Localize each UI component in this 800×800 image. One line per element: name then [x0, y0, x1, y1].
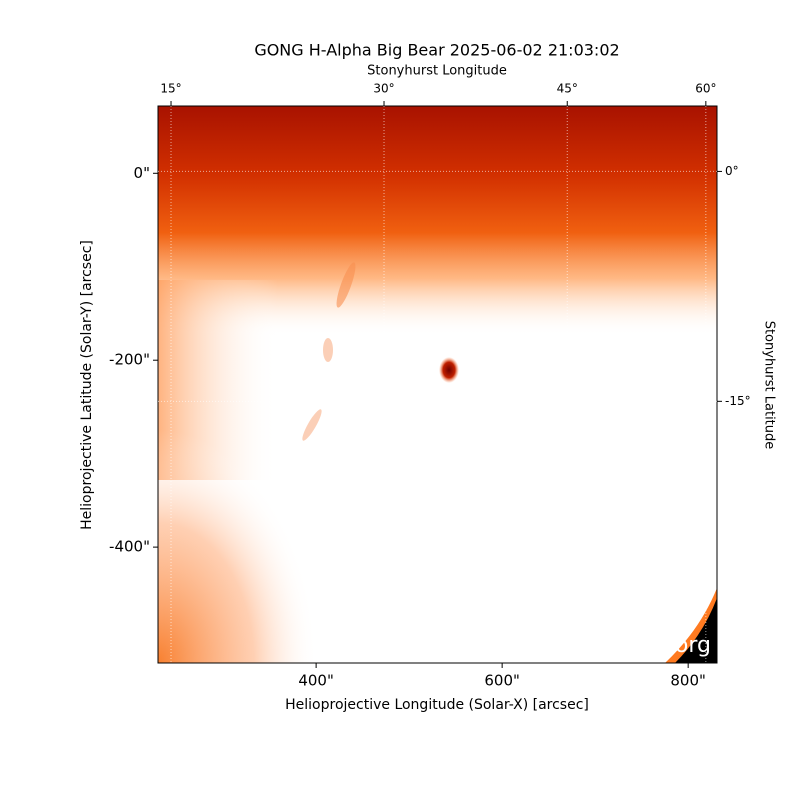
x2-tick-label: 15°: [160, 82, 181, 96]
x2-tick-label: 30°: [373, 82, 394, 96]
y-tick-label: -400": [109, 538, 150, 556]
chart-title: GONG H-Alpha Big Bear 2025-06-02 21:03:0…: [254, 41, 619, 60]
x2-tick-label: 45°: [557, 82, 578, 96]
x-tick-label: 800": [670, 672, 706, 690]
y2-tick-label: -15°: [725, 394, 751, 408]
y-axis-label: Helioprojective Latitude (Solar-Y) [arcs…: [79, 240, 95, 530]
x-tick-label: 600": [484, 672, 520, 690]
y2-tick-label: 0°: [725, 164, 739, 178]
x-axis-label: Helioprojective Longitude (Solar-X) [arc…: [285, 697, 589, 713]
x2-axis-label: Stonyhurst Longitude: [367, 64, 507, 79]
watermark: org: [675, 633, 711, 658]
y-tick-label: 0": [134, 164, 150, 182]
x2-tick-label: 60°: [695, 82, 716, 96]
plot-frame: [157, 105, 718, 664]
x-tick-label: 400": [298, 672, 334, 690]
y-tick-label: -200": [109, 351, 150, 369]
y2-axis-label: Stonyhurst Latitude: [762, 321, 777, 450]
solar-image: [158, 106, 717, 663]
